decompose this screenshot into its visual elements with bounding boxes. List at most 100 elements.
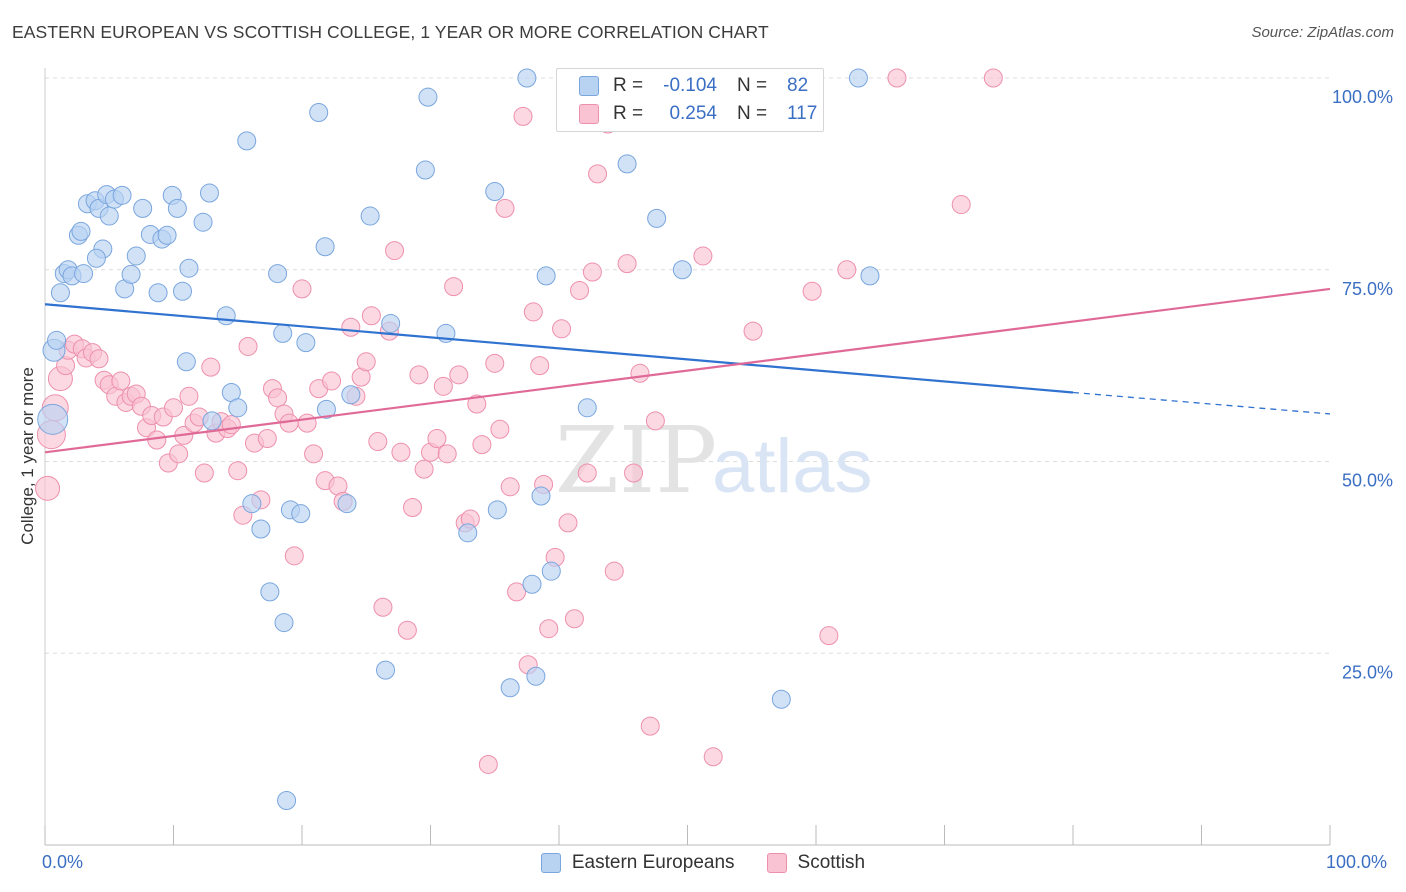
y-tick-label: 100.0% [1332, 87, 1393, 107]
eastern-european-point [296, 333, 316, 353]
scottish-point [539, 619, 559, 639]
eastern-european-point [316, 399, 336, 419]
scottish-point [147, 430, 167, 450]
series-legend-label: Scottish [797, 852, 866, 873]
eastern-european-point [133, 198, 153, 218]
eastern-european-point [860, 266, 880, 286]
x-tick-label-max: 100.0% [1326, 852, 1388, 872]
series-legend-label: Eastern Europeans [571, 852, 735, 873]
eastern-european-point [309, 103, 329, 123]
eastern-european-point [458, 523, 478, 543]
watermark: ZIP atlas [555, 407, 873, 514]
eastern-european-point [251, 519, 271, 539]
eastern-european-point [487, 500, 507, 520]
scottish-point [385, 241, 405, 261]
legend-n-value: 82 [787, 75, 809, 96]
eastern-european-point [126, 246, 146, 266]
eastern-european-point [157, 225, 177, 245]
y-tick-label: 50.0% [1342, 471, 1393, 491]
eastern-european-point [274, 613, 294, 633]
scottish-point [373, 597, 393, 617]
scottish-point [391, 442, 411, 462]
scottish-point [564, 609, 584, 629]
scottish-point [169, 444, 189, 464]
scottish-point [588, 164, 608, 184]
y-axis-label: College, 1 year or more [18, 367, 37, 545]
scottish-point [495, 198, 515, 218]
eastern-european-point [341, 385, 361, 405]
eastern-european-point [672, 260, 692, 280]
scottish-point [449, 365, 469, 385]
scottish-point [297, 413, 317, 433]
eastern-european-point [202, 411, 222, 431]
legend-n-label: N = [737, 75, 768, 96]
scottish-point [630, 363, 650, 383]
scottish-point [164, 398, 183, 418]
scottish-point [624, 463, 644, 483]
eastern-european-trend-extension [1072, 391, 1331, 415]
legend-n-label: N = [737, 103, 768, 124]
scottish-point [478, 754, 498, 774]
scottish-point [304, 444, 324, 464]
eastern-european-point [71, 221, 91, 241]
scottish-point [604, 561, 624, 581]
watermark-atlas: atlas [712, 424, 873, 509]
eastern-european-point [86, 248, 106, 268]
eastern-european-point [37, 403, 69, 435]
scottish-point [444, 277, 464, 297]
series-legend-swatch-blue [540, 853, 561, 873]
eastern-european-point [536, 266, 556, 286]
eastern-european-trend-line [44, 303, 1074, 394]
scottish-point [284, 546, 304, 566]
scottish-point [179, 386, 199, 406]
scottish-point [403, 498, 423, 518]
scottish-point [111, 371, 131, 391]
scottish-point [558, 513, 578, 533]
scottish-point [228, 461, 248, 481]
eastern-european-point [47, 330, 67, 350]
eastern-european-point [360, 206, 380, 226]
scottish-point [819, 626, 839, 646]
scottish-point [703, 747, 723, 767]
y-tick-labels: 25.0% 50.0% 75.0% 100.0% [1332, 87, 1393, 682]
eastern-european-point [522, 574, 542, 594]
scottish-point [570, 280, 590, 300]
eastern-european-point [415, 160, 435, 180]
eastern-european-point [99, 206, 119, 226]
scottish-point [983, 68, 1003, 88]
gridlines [45, 77, 1330, 654]
trend-lines [44, 287, 1331, 454]
source-attribution: Source: ZipAtlas.com [1251, 24, 1394, 41]
eastern-european-point [647, 208, 667, 228]
correlation-legend: R = -0.104 N = 82 R = 0.254 N = 117 [556, 68, 824, 132]
scottish-point [292, 279, 312, 299]
scottish-point [238, 336, 258, 356]
scottish-point [640, 716, 660, 736]
eastern-european-point [260, 582, 280, 602]
scottish-point [513, 106, 533, 126]
eastern-european-point [121, 264, 141, 284]
scottish-point [409, 365, 429, 385]
legend-swatch-blue [579, 76, 599, 96]
scottish-point [500, 477, 520, 497]
legend-n-value: 117 [787, 103, 818, 124]
eastern-european-point [277, 791, 297, 811]
scottish-point [194, 463, 214, 483]
scottish-point [837, 260, 857, 280]
eastern-european-point [228, 398, 248, 418]
scottish-point [951, 195, 971, 215]
legend-r-value: -0.104 [663, 75, 717, 96]
eastern-european-point [199, 183, 219, 203]
eastern-european-point [526, 666, 546, 686]
eastern-european-point [500, 678, 520, 698]
scottish-point [507, 582, 527, 602]
eastern-european-point [381, 313, 401, 333]
eastern-european-point [167, 198, 187, 218]
eastern-european-point [617, 154, 637, 174]
scottish-point [582, 262, 602, 282]
eastern-european-point [337, 494, 357, 514]
eastern-european-point [176, 352, 196, 372]
eastern-european-point [179, 258, 199, 278]
eastern-european-point [193, 212, 213, 232]
